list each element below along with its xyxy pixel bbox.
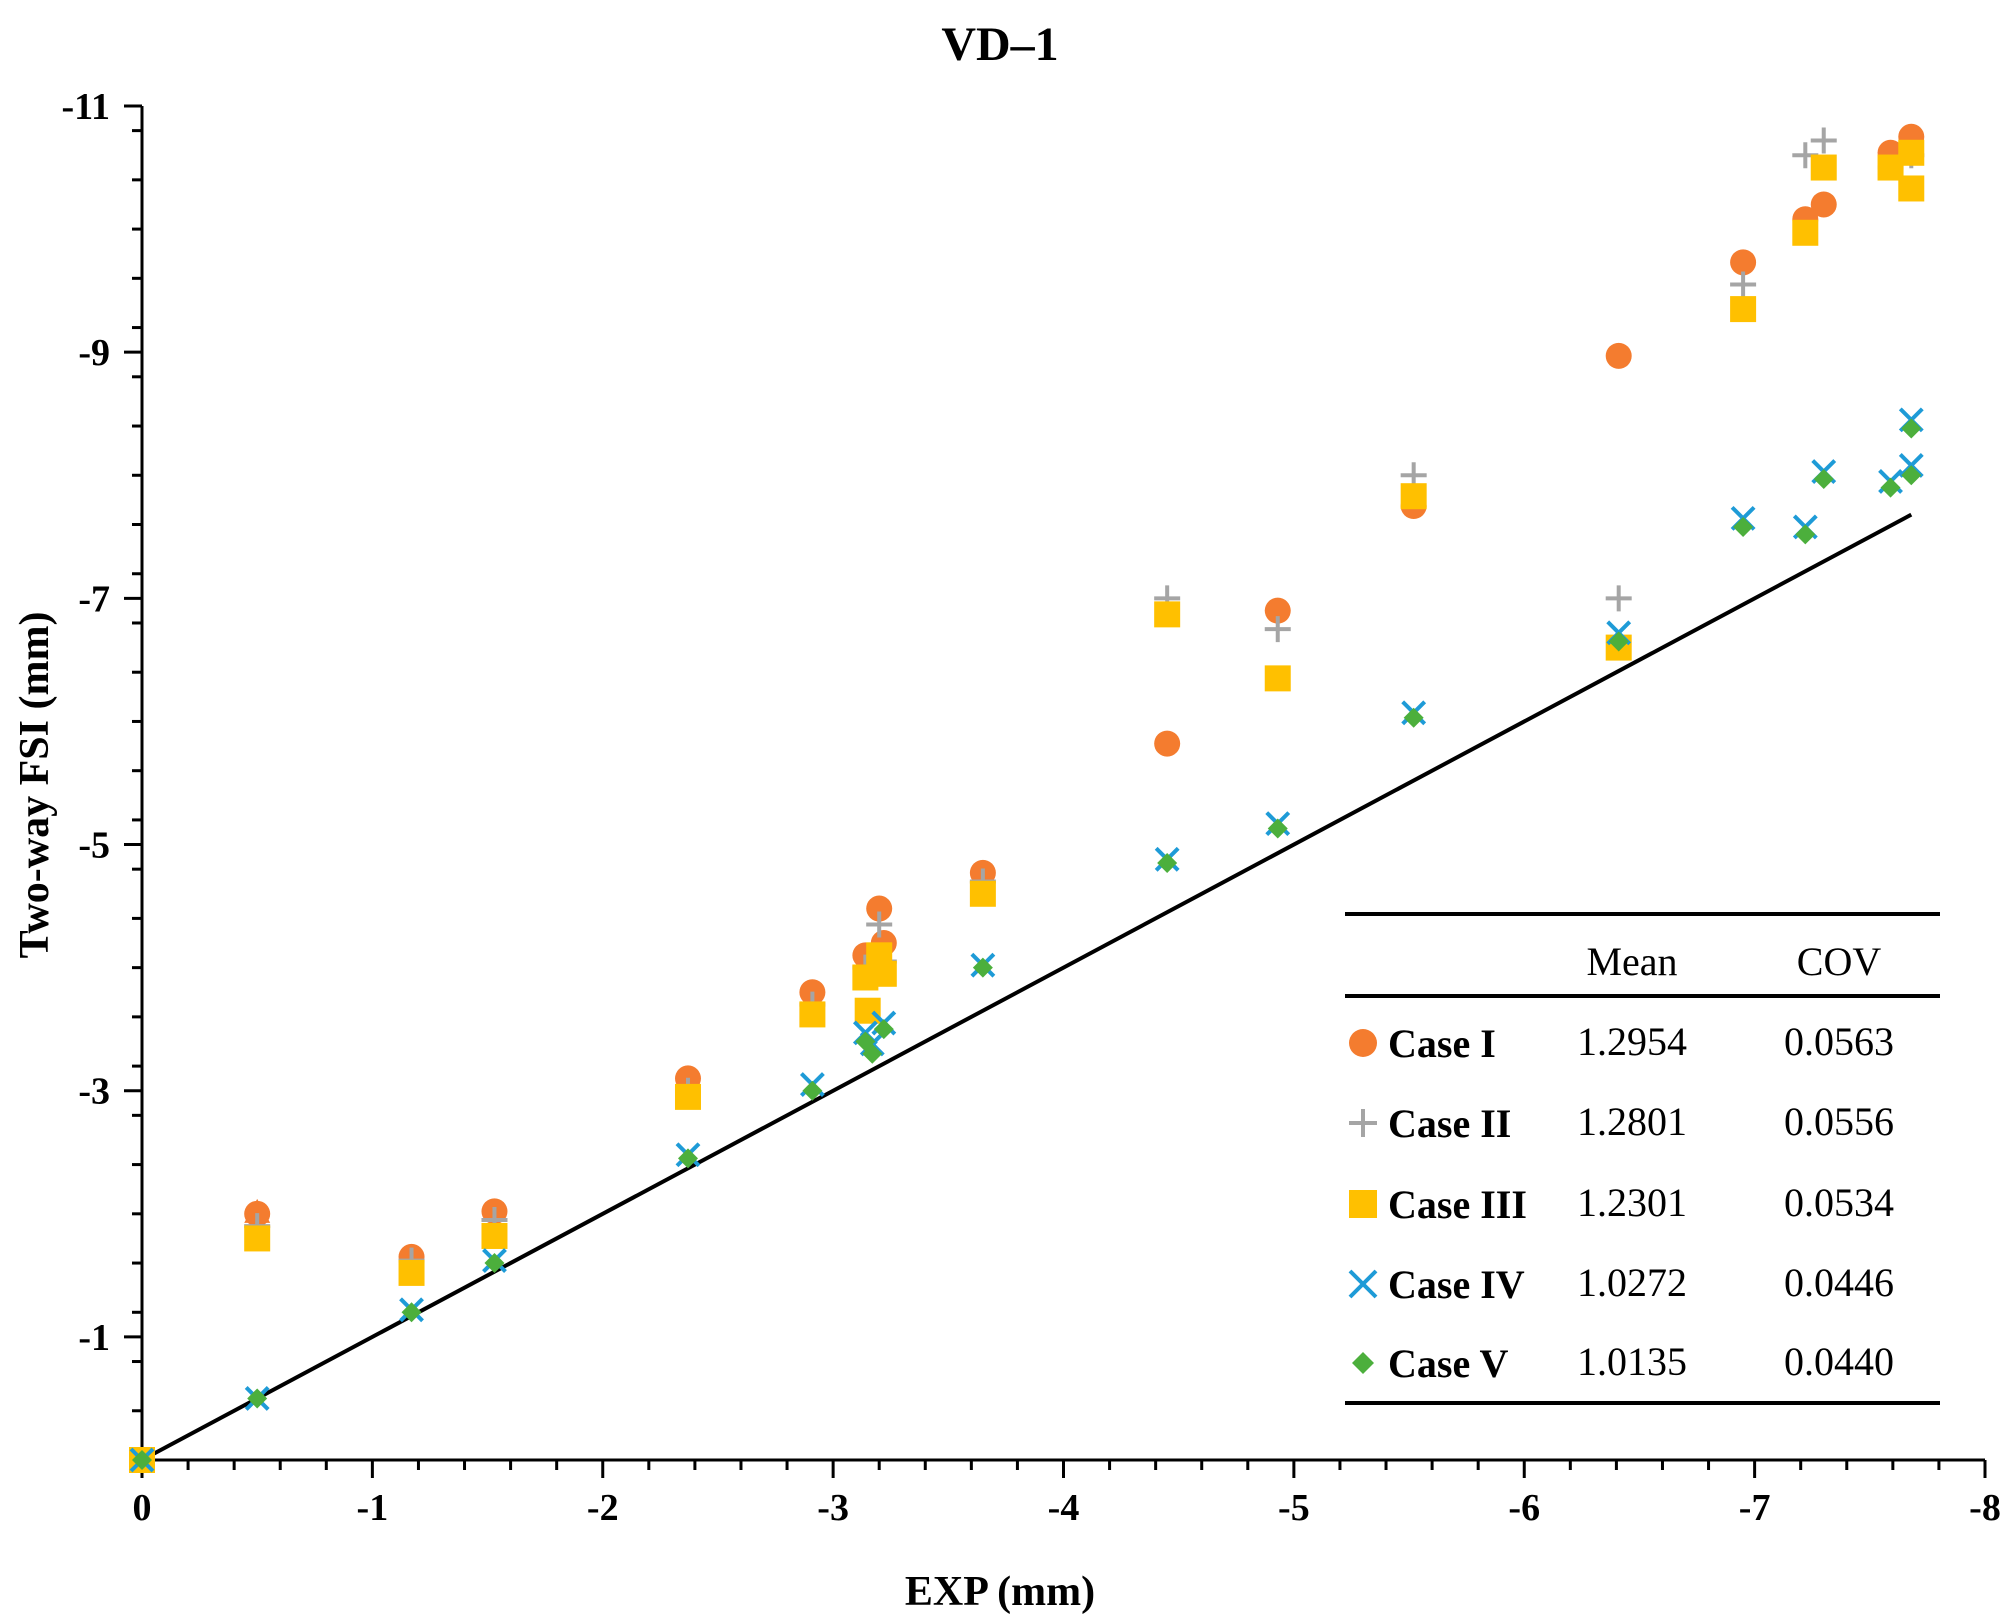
- legend-header-mean: Mean: [1586, 939, 1677, 984]
- point-plus: [1810, 127, 1837, 154]
- point-square: [1792, 219, 1819, 246]
- data-points: [129, 123, 1925, 1473]
- legend-mean: 1.2954: [1577, 1019, 1687, 1064]
- chart-title: VD–1: [941, 18, 1058, 71]
- series-case-v: [132, 418, 1922, 1470]
- point-diamond: [1733, 516, 1754, 537]
- point-square: [1264, 665, 1291, 692]
- point-diamond: [132, 1450, 152, 1470]
- y-tick-label: -11: [61, 86, 110, 128]
- x-tick-label: 0: [133, 1487, 152, 1529]
- point-diamond: [484, 1253, 505, 1274]
- point-square: [1730, 296, 1757, 323]
- legend-marker-square: [1349, 1190, 1377, 1218]
- point-diamond: [1901, 418, 1922, 439]
- point-square: [1898, 175, 1925, 202]
- point-diamond: [1403, 707, 1424, 728]
- point-diamond: [1813, 468, 1834, 489]
- point-diamond: [873, 1019, 894, 1040]
- legend-name: Case II: [1388, 1101, 1511, 1146]
- legend-mean: 1.2801: [1577, 1099, 1687, 1144]
- point-diamond: [972, 957, 993, 978]
- legend-marker-plus: [1349, 1109, 1377, 1137]
- point-square: [969, 880, 996, 907]
- y-tick-label: -1: [78, 1317, 110, 1359]
- point-diamond: [247, 1388, 268, 1409]
- point-diamond: [1795, 524, 1816, 545]
- legend-table: Mean COV Case I 1.2954 0.0563 Case II 1.…: [1345, 912, 1940, 1405]
- point-diamond: [677, 1148, 698, 1169]
- legend-cov: 0.0446: [1784, 1260, 1894, 1305]
- legend-cov: 0.0563: [1784, 1019, 1894, 1064]
- reference-line: [141, 512, 1913, 1462]
- legend-name: Case V: [1388, 1341, 1508, 1386]
- x-axis-label: EXP (mm): [905, 1569, 1095, 1615]
- legend-marker-circle: [1349, 1029, 1377, 1057]
- point-circle: [1810, 191, 1837, 218]
- y-tick-label: -9: [78, 332, 110, 374]
- point-plus: [1264, 616, 1291, 643]
- point-plus: [1605, 585, 1632, 612]
- point-diamond: [1267, 818, 1288, 839]
- point-plus: [1730, 271, 1757, 298]
- point-square: [1400, 483, 1427, 510]
- point-square: [244, 1225, 271, 1252]
- x-tick-label: -6: [1508, 1487, 1540, 1529]
- x-tick-label: -7: [1739, 1487, 1771, 1529]
- legend-marker-diamond: [1352, 1352, 1374, 1374]
- point-circle: [1264, 597, 1291, 624]
- point-diamond: [802, 1080, 823, 1101]
- legend-marker-x: [1348, 1269, 1378, 1299]
- point-circle: [866, 895, 893, 922]
- point-plus: [866, 911, 893, 938]
- point-diamond: [401, 1302, 422, 1323]
- point-circle: [1730, 249, 1757, 276]
- legend-name: Case I: [1388, 1021, 1496, 1066]
- legend-row-case-iv: Case IV 1.0272 0.0446: [1348, 1260, 1894, 1307]
- legend-cov: 0.0440: [1784, 1339, 1894, 1384]
- point-circle: [1154, 730, 1181, 757]
- axes: 0 -1 -2 -3 -4 -5 -6 -7 -8 -1 -3 -5 -7 -9 -11: [61, 86, 2000, 1529]
- point-square: [799, 1001, 826, 1028]
- legend-header-cov: COV: [1797, 939, 1882, 984]
- point-square: [1154, 601, 1181, 628]
- point-diamond: [1880, 477, 1901, 498]
- legend-name: Case IV: [1388, 1262, 1525, 1307]
- y-axis-label: Two-way FSI (mm): [12, 612, 58, 959]
- x-tick-label: -4: [1048, 1487, 1080, 1529]
- point-square: [1898, 139, 1925, 166]
- point-square: [1810, 154, 1837, 181]
- x-tick-label: -5: [1278, 1487, 1310, 1529]
- point-diamond: [1157, 853, 1178, 874]
- legend-mean: 1.0272: [1577, 1260, 1687, 1305]
- legend-mean: 1.2301: [1577, 1180, 1687, 1225]
- point-diamond: [862, 1043, 883, 1064]
- legend-row-case-v: Case V 1.0135 0.0440: [1352, 1339, 1894, 1386]
- point-diamond: [1901, 465, 1922, 486]
- y-tick-label: -3: [78, 1071, 110, 1113]
- legend-cov: 0.0534: [1784, 1180, 1894, 1225]
- point-circle: [1605, 342, 1632, 369]
- legend-mean: 1.0135: [1577, 1339, 1687, 1384]
- y-tick-label: -7: [78, 578, 110, 620]
- legend-row-case-iii: Case III 1.2301 0.0534: [1349, 1180, 1894, 1227]
- one-to-one-line: [141, 512, 1913, 1462]
- x-tick-label: -1: [357, 1487, 389, 1529]
- x-tick-label: -2: [587, 1487, 619, 1529]
- x-tick-label: -3: [817, 1487, 849, 1529]
- legend-name: Case III: [1388, 1182, 1527, 1227]
- point-square: [870, 960, 897, 987]
- point-square: [674, 1083, 701, 1110]
- legend-row-case-i: Case I 1.2954 0.0563: [1349, 1019, 1894, 1066]
- legend-cov: 0.0556: [1784, 1099, 1894, 1144]
- point-diamond: [1608, 631, 1629, 652]
- point-square: [854, 997, 881, 1024]
- x-tick-label: -8: [1969, 1487, 2001, 1529]
- point-square: [481, 1222, 508, 1249]
- y-tick-label: -5: [78, 825, 110, 867]
- legend-row-case-ii: Case II 1.2801 0.0556: [1349, 1099, 1894, 1146]
- point-square: [398, 1259, 425, 1286]
